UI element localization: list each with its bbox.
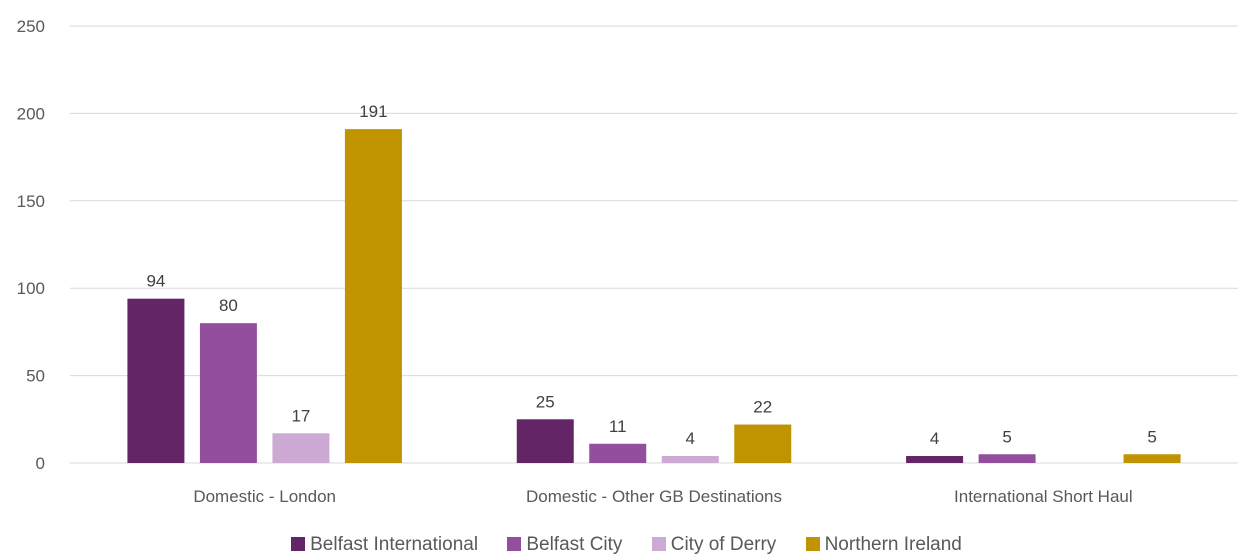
bar [661,456,719,463]
legend-item-northern-ireland: Northern Ireland [805,534,962,556]
x-category-label: Domestic - London [193,487,336,506]
data-label: 4 [930,429,939,448]
data-label: 4 [686,429,695,448]
legend-label: Belfast City [526,534,623,555]
bar [978,454,1036,463]
data-label: 94 [146,272,165,291]
bar [1123,454,1181,463]
y-tick-label: 100 [17,279,45,298]
bar [272,433,330,463]
legend-item-city-of-derry: City of Derry [651,534,777,556]
legend-label: City of Derry [670,534,777,555]
y-tick-label: 50 [26,367,45,386]
legend-item-belfast-city: Belfast City [507,534,622,556]
bars [127,129,1181,463]
y-axis-tick-labels: 0 50 100 150 200 250 [17,17,45,473]
data-label: 22 [753,398,772,417]
bar [906,456,964,463]
legend: Belfast International Belfast City City … [0,534,1253,556]
bar [127,298,185,463]
legend-swatch [805,537,820,551]
y-tick-label: 200 [17,104,45,123]
gridlines [70,25,1238,464]
legend-swatch [507,537,522,551]
legend-swatch [651,537,666,551]
bar [516,419,574,463]
y-tick-label: 0 [36,454,45,473]
bar [199,323,257,463]
data-labels: 94 80 17 191 25 11 4 22 4 5 5 [146,102,1156,448]
bar-chart: 0 50 100 150 200 250 94 80 17 191 25 11 4 22 4 5 5 Dome… [17,17,1238,506]
legend-item-belfast-international: Belfast International [291,534,478,556]
bar [344,129,402,463]
legend-label: Northern Ireland [824,534,962,555]
data-label: 5 [1147,427,1156,446]
bar [589,443,647,463]
y-tick-label: 250 [17,17,45,36]
data-label: 17 [291,406,310,425]
bar [734,424,792,463]
x-category-label: Domestic - Other GB Destinations [526,487,782,506]
data-label: 80 [219,296,238,315]
y-tick-label: 150 [17,192,45,211]
x-axis-category-labels: Domestic - London Domestic - Other GB Des… [193,487,1132,506]
legend-swatch [291,537,306,551]
x-category-label: International Short Haul [954,487,1133,506]
data-label: 5 [1002,427,1011,446]
data-label: 11 [609,417,627,436]
data-label: 191 [359,102,387,121]
data-label: 25 [536,392,555,411]
legend-label: Belfast International [310,534,479,555]
